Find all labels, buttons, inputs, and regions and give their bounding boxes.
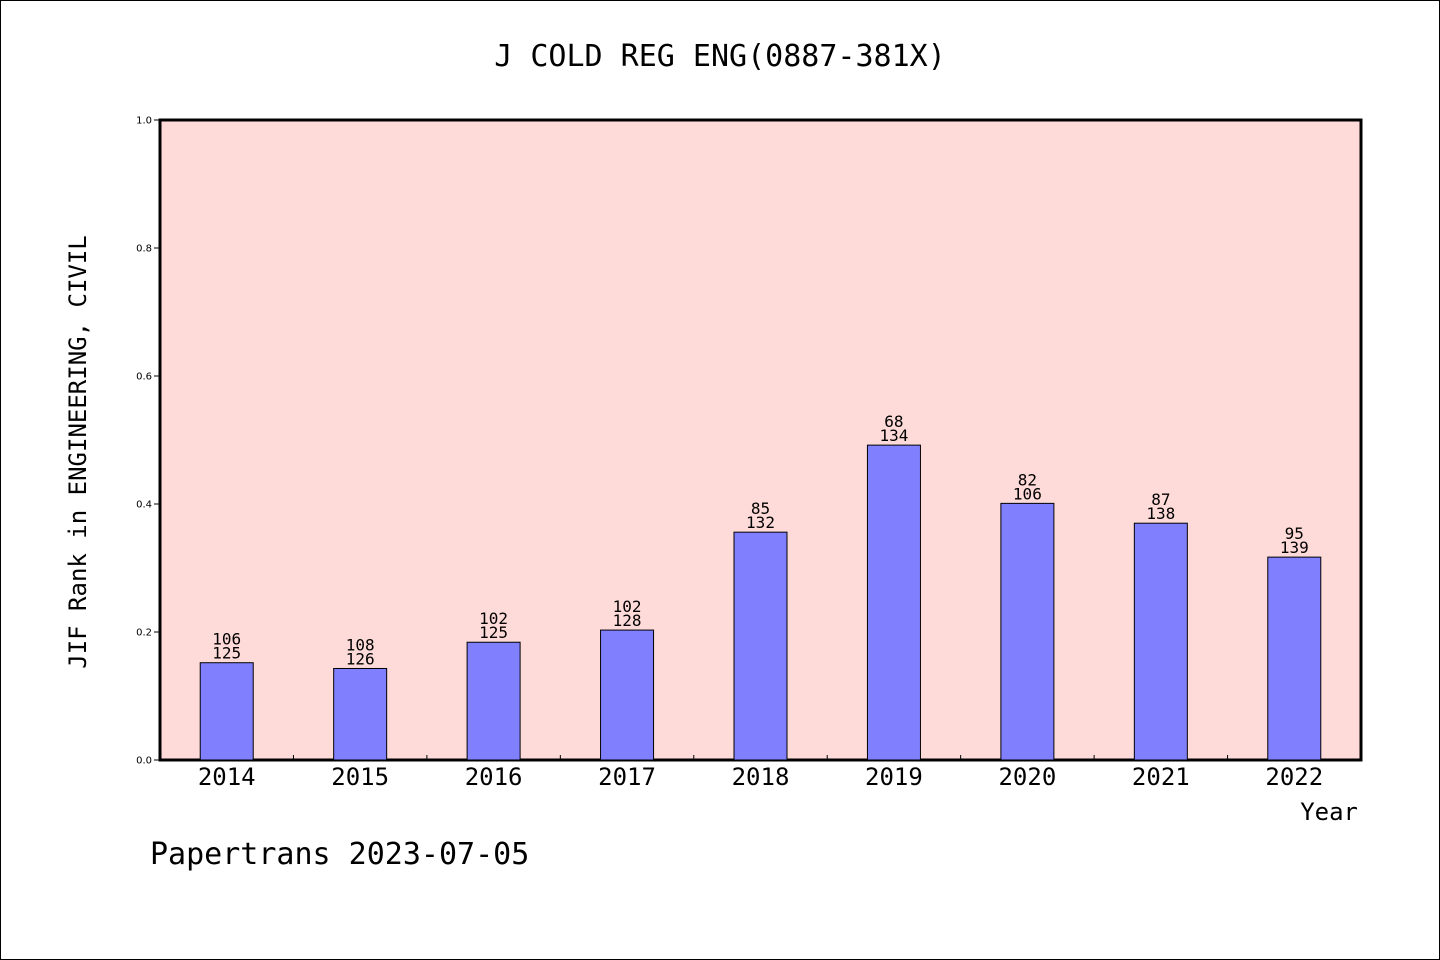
bar-2019 [866,444,921,761]
bar-rank-label: 82 [1018,470,1037,489]
y-axis: 0.0 0.2 0.4 0.6 0.8 1.0 [136,116,160,767]
bar-2018 [733,531,788,761]
bar-rank-label: 108 [346,635,375,654]
bar-rank-label: 87 [1151,490,1170,509]
bar-2015 [333,667,388,761]
x-axis: 2014 2015 2016 2017 2018 2019 2020 2021 2022 [198,755,1323,791]
y-axis-label: JIF Rank in ENGINEERING, CIVIL [64,235,92,668]
bar-total-label: 125 [212,644,241,663]
x-tick-label: 2017 [598,763,656,791]
bar-rank-label: 68 [884,412,903,431]
bar-total-label: 139 [1280,538,1309,557]
bar-rank-label: 85 [751,499,770,518]
bar-total-label: 106 [1013,484,1042,503]
x-tick-label: 2018 [732,763,790,791]
y-tick-label: 0.0 [136,756,152,767]
x-tick-label: 2019 [865,763,923,791]
y-tick-label: 0.2 [136,628,152,639]
bar-2017 [600,629,655,761]
x-tick-label: 2020 [998,763,1056,791]
bar-rank-label: 102 [479,609,508,628]
bar-rank-label: 102 [613,597,642,616]
x-tick-label: 2015 [331,763,389,791]
bar-2014 [199,662,254,761]
x-tick-label: 2014 [198,763,256,791]
x-tick-label: 2021 [1132,763,1190,791]
bar-2022 [1267,556,1322,761]
bar-total-label: 138 [1146,504,1175,523]
bar-total-label: 128 [613,611,642,630]
bar-total-label: 125 [479,623,508,642]
footer-credit: Papertrans 2023-07-05 [150,837,529,872]
bar-total-label: 134 [879,426,908,445]
y-tick-label: 0.6 [136,372,152,383]
y-tick-label: 0.8 [136,244,152,255]
bar-2016 [466,641,521,761]
bar-rank-label: 106 [212,630,241,649]
bar-2020 [1000,502,1055,761]
bar-total-label: 126 [346,649,375,668]
x-axis-label: Year [1300,798,1358,826]
x-tick-label: 2022 [1265,763,1323,791]
bar-total-label: 132 [746,513,775,532]
chart-title: J COLD REG ENG(0887-381X) [494,39,946,74]
y-tick-label: 1.0 [136,116,152,127]
y-tick-label: 0.4 [136,500,152,511]
bar-rank-label: 95 [1285,524,1304,543]
x-tick-label: 2016 [465,763,523,791]
bar-2021 [1133,522,1188,761]
